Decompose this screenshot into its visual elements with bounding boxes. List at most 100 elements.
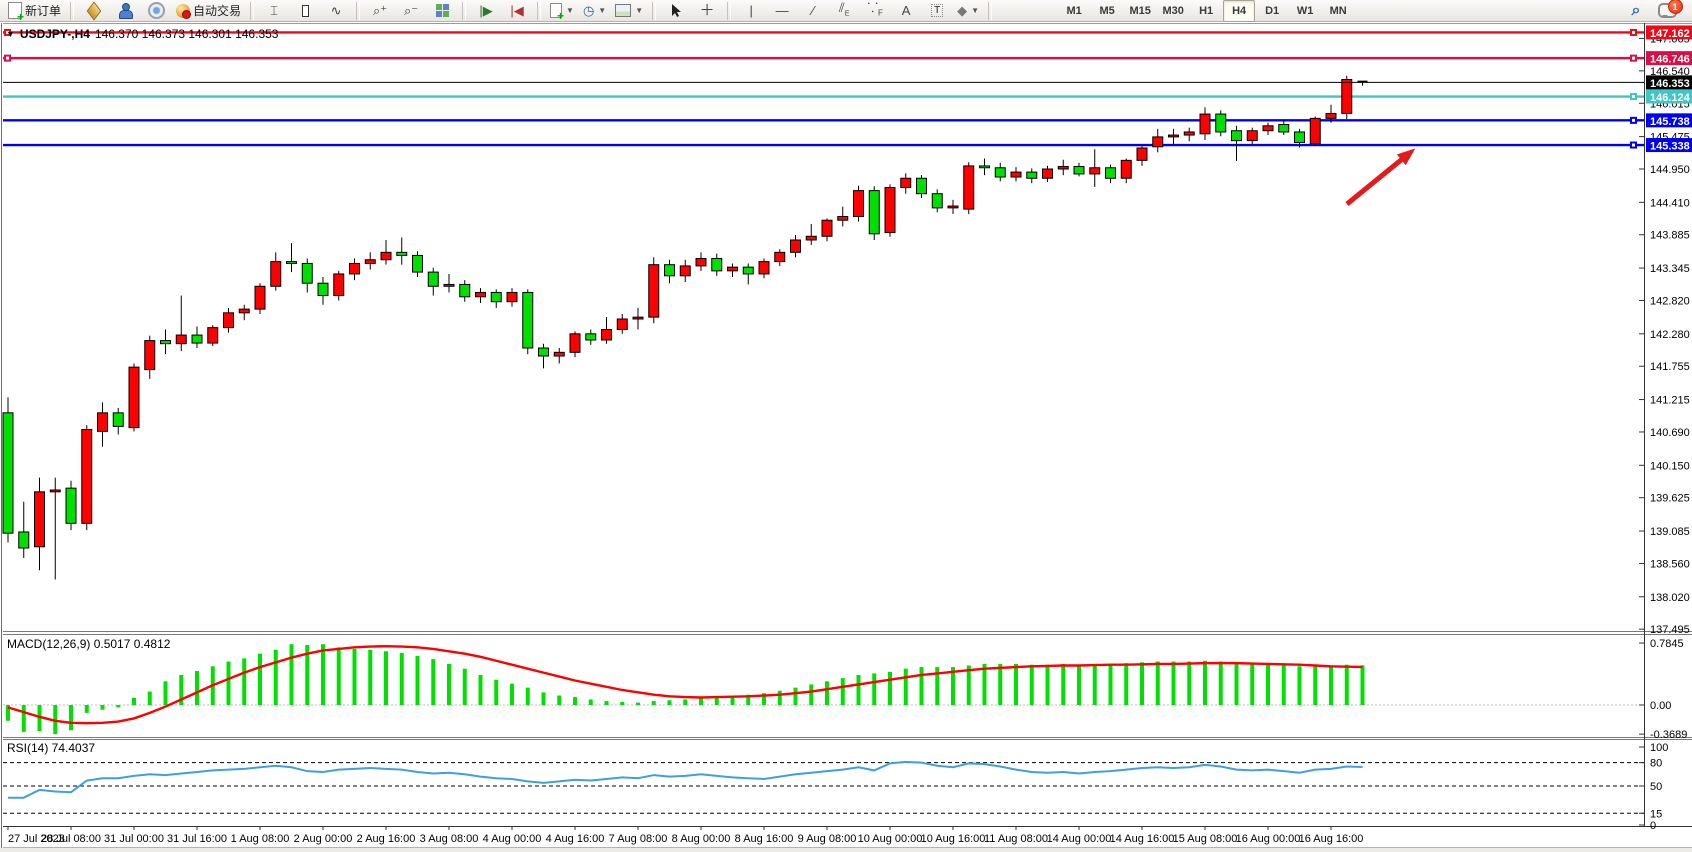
- rsi-axis-label: 50: [1650, 781, 1662, 793]
- time-axis-label: 2 Aug 00:00: [294, 833, 353, 845]
- templates-button[interactable]: ▼: [611, 0, 647, 22]
- timeframe-h4-button[interactable]: H4: [1223, 0, 1256, 22]
- text-icon: A: [901, 3, 911, 18]
- time-axis-label: 31 Jul 00:00: [104, 833, 164, 845]
- price-axis-label: 140.150: [1650, 460, 1690, 472]
- time-axis-label: 27 Jul 2023: [8, 833, 65, 845]
- notification-badge: 1: [1667, 0, 1683, 14]
- timeframe-d1-button[interactable]: D1: [1265, 4, 1280, 17]
- time-axis-label: 9 Aug 08:00: [798, 833, 857, 845]
- fibonacci-icon: ⸪F: [867, 0, 883, 18]
- periods-button[interactable]: ◷ ▼: [579, 0, 610, 22]
- navigator-button[interactable]: [110, 0, 140, 22]
- time-axis-label: 15 Aug 08:00: [1173, 833, 1238, 845]
- macd-indicator-label: MACD(12,26,9) 0.5017 0.4812: [7, 637, 171, 651]
- rsi-axis-label: 80: [1650, 758, 1662, 770]
- pane-frames: [0, 23, 1692, 852]
- timeframe-m30-button[interactable]: M30: [1162, 4, 1184, 17]
- text-label-button[interactable]: T: [922, 0, 952, 22]
- autotrading-button[interactable]: 自动交易: [172, 0, 245, 22]
- trendline-icon: ∕: [812, 3, 815, 18]
- chart-title: USDJPY-,H4: [19, 27, 90, 41]
- navigator-icon: [118, 3, 134, 19]
- price-tag-147.162: [1646, 25, 1692, 40]
- equidistant-channel-button[interactable]: ⫽E: [829, 0, 859, 22]
- zoom-in-button[interactable]: ⌕⁺: [365, 0, 395, 22]
- rsi-pane: [3, 760, 1644, 814]
- candlestick-icon: [301, 4, 309, 17]
- time-axis-label: 7 Aug 08:00: [609, 833, 668, 845]
- price-axis-label: 146.540: [1650, 66, 1690, 78]
- rsi-axis-label: 15: [1650, 808, 1662, 820]
- zoom-out-icon: ⌕⁻: [403, 3, 419, 18]
- time-axis-label: 1 Aug 08:00: [231, 833, 290, 845]
- bar-chart-icon: ⌶: [270, 3, 278, 18]
- toolbar-separator: [70, 1, 75, 20]
- indicators-icon: +: [550, 3, 564, 22]
- time-axis-label: 8 Aug 16:00: [735, 833, 794, 845]
- time-axis-label: 31 Jul 16:00: [167, 833, 227, 845]
- price-axis-label: 138.020: [1650, 592, 1690, 604]
- price-axis-label: 141.755: [1650, 361, 1690, 373]
- symbol-marker-icon: ▼: [6, 29, 15, 39]
- trendline-button[interactable]: ∕: [798, 0, 828, 22]
- timeframe-h1-button[interactable]: H1: [1199, 4, 1214, 17]
- timeframe-m1-button[interactable]: M1: [1066, 4, 1082, 17]
- price-axis-label: 138.560: [1650, 558, 1690, 570]
- price-axis[interactable]: 147.065146.540146.015145.475144.950144.4…: [1639, 33, 1690, 832]
- vertical-line-icon: |: [749, 3, 753, 18]
- signals-button[interactable]: [141, 0, 171, 22]
- notifications-button[interactable]: 1: [1652, 0, 1683, 22]
- line-chart-icon: ∿: [330, 3, 342, 18]
- chart-shift-button[interactable]: |◀: [502, 0, 532, 22]
- fibonacci-button[interactable]: ⸪F: [860, 0, 890, 22]
- price-axis-label: 142.280: [1650, 329, 1690, 341]
- new-order-label: 新订单: [25, 4, 62, 18]
- market-watch-button[interactable]: [79, 0, 109, 22]
- horizontal-line-button[interactable]: —: [767, 0, 797, 22]
- vertical-line-button[interactable]: |: [736, 0, 766, 22]
- new-order-button[interactable]: + 新订单: [4, 0, 65, 23]
- svg-text:146.746: 146.746: [1650, 54, 1690, 66]
- price-tag-145.338: [1646, 138, 1692, 153]
- chat-icon: 1: [1657, 0, 1683, 18]
- time-axis-label: 14 Aug 16:00: [1110, 833, 1175, 845]
- rsi-axis-label: 0: [1650, 820, 1656, 832]
- crosshair-icon: ＋: [699, 2, 715, 19]
- market-watch-icon: [86, 0, 102, 21]
- trend-arrow-annotation[interactable]: [1345, 148, 1416, 206]
- chevron-down-icon: ▼: [598, 6, 607, 15]
- bar-chart-button[interactable]: ⌶: [259, 0, 289, 22]
- zoom-in-icon: ⌕⁺: [372, 3, 388, 18]
- timeframe-mn-button[interactable]: MN: [1329, 4, 1347, 17]
- candlestick-chart-button[interactable]: [290, 0, 320, 22]
- price-axis-label: 144.410: [1650, 197, 1690, 209]
- chevron-down-icon: ▼: [971, 6, 980, 15]
- price-axis-label: 140.690: [1650, 427, 1690, 439]
- timeframe-w1-button[interactable]: W1: [1296, 4, 1314, 17]
- indicators-button[interactable]: + ▼: [546, 0, 578, 22]
- crosshair-button[interactable]: ＋: [692, 0, 722, 22]
- price-axis-label: 144.950: [1650, 164, 1690, 176]
- svg-text:146.124: 146.124: [1650, 92, 1691, 104]
- candles-layer: [2, 75, 1368, 580]
- arrows-button[interactable]: ◆ ▼: [953, 0, 983, 22]
- timeframe-m5-button[interactable]: M5: [1099, 4, 1115, 17]
- timeframe-m15-button[interactable]: M15: [1129, 4, 1151, 17]
- zoom-out-button[interactable]: ⌕⁻: [396, 0, 426, 22]
- line-chart-button[interactable]: ∿: [321, 0, 351, 22]
- tile-windows-button[interactable]: [427, 0, 457, 22]
- svg-text:147.162: 147.162: [1650, 28, 1690, 40]
- price-axis-label: 142.820: [1650, 295, 1690, 307]
- text-button[interactable]: A: [891, 0, 921, 22]
- price-tag-146.746: [1646, 51, 1692, 66]
- time-axis-label: 4 Aug 16:00: [546, 833, 605, 845]
- search-button[interactable]: ⌕: [1621, 0, 1651, 22]
- auto-scroll-button[interactable]: |▶: [471, 0, 501, 22]
- svg-text:145.338: 145.338: [1650, 141, 1690, 153]
- chart-ohlc-values: 146.370 146.373 146.301 146.353: [94, 27, 279, 41]
- cursor-button[interactable]: [661, 0, 691, 22]
